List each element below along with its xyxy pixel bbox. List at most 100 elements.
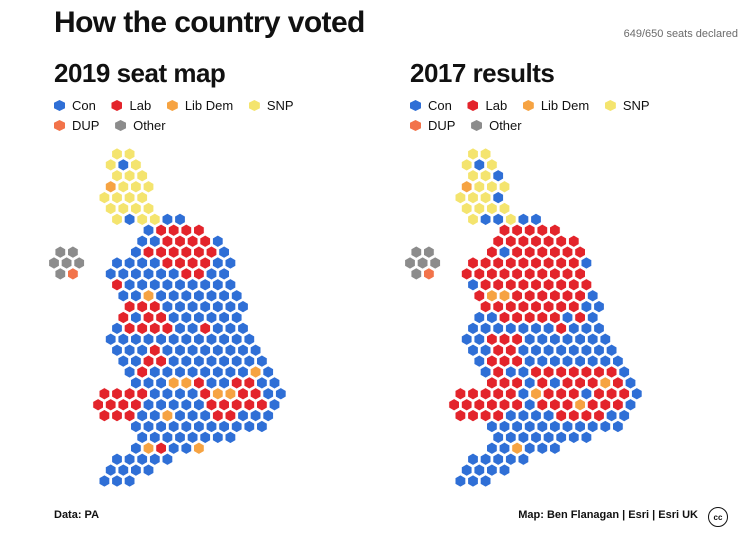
constituency-hex <box>124 365 136 379</box>
constituency-hex <box>180 311 192 324</box>
constituency-hex <box>612 354 624 368</box>
constituency-hex <box>555 387 567 401</box>
constituency-hex <box>562 354 573 368</box>
constituency-hex <box>524 441 536 455</box>
constituency-hex <box>517 365 529 379</box>
constituency-hex <box>467 474 479 488</box>
constituency-hex <box>461 398 473 412</box>
constituency-hex <box>206 332 217 346</box>
constituency-hex <box>568 256 580 270</box>
constituency-hex <box>499 398 510 412</box>
constituency-hex <box>480 278 492 292</box>
constituency-hex <box>180 441 192 455</box>
constituency-hex <box>136 278 148 292</box>
constituency-hex <box>461 202 473 215</box>
constituency-hex <box>505 322 517 335</box>
constituency-hex <box>180 332 192 346</box>
con-hex-icon <box>54 100 65 111</box>
constituency-hex <box>136 234 148 248</box>
panel-title-2017: 2017 results <box>410 58 555 88</box>
con-hex-icon <box>410 100 421 111</box>
constituency-hex <box>517 256 529 270</box>
constituency-hex <box>136 213 148 226</box>
constituency-hex <box>117 289 129 303</box>
legend-item-snp: SNP <box>604 96 650 115</box>
constituency-hex <box>193 398 205 412</box>
constituency-hex <box>149 387 161 401</box>
constituency-hex <box>149 365 161 379</box>
constituency-hex <box>593 365 605 379</box>
constituency-hex <box>256 420 268 433</box>
legend-label-other: Other <box>133 118 166 133</box>
constituency-hex <box>580 300 592 313</box>
constituency-hex <box>130 245 142 259</box>
constituency-hex <box>130 376 142 390</box>
constituency-hex <box>499 376 510 390</box>
constituency-hex <box>206 376 217 390</box>
constituency-hex <box>224 343 236 357</box>
constituency-hex <box>555 431 567 444</box>
constituency-hex <box>61 256 73 270</box>
constituency-hex <box>168 376 180 390</box>
constituency-hex <box>492 387 504 401</box>
constituency-hex <box>473 289 485 303</box>
constituency-hex <box>505 343 517 357</box>
constituency-hex <box>473 463 485 477</box>
constituency-hex <box>486 398 498 412</box>
constituency-hex <box>486 463 498 477</box>
constituency-hex <box>505 452 517 466</box>
constituency-hex <box>555 365 567 379</box>
constituency-hex <box>111 409 123 422</box>
constituency-hex <box>524 354 536 368</box>
constituency-hex <box>174 365 186 379</box>
constituency-hex <box>618 387 630 401</box>
constituency-hex <box>587 332 599 346</box>
constituency-hex <box>511 223 523 237</box>
constituency-hex <box>606 343 618 357</box>
constituency-hex <box>536 354 548 368</box>
constituency-hex <box>218 398 230 412</box>
constituency-hex <box>480 387 492 401</box>
constituency-hex <box>543 409 555 422</box>
constituency-hex <box>499 441 510 455</box>
constituency-hex <box>199 300 211 313</box>
constituency-hex <box>467 148 479 161</box>
constituency-hex <box>612 376 624 390</box>
constituency-hex <box>549 420 561 433</box>
constituency-hex <box>98 191 110 204</box>
constituency-hex <box>486 202 498 215</box>
constituency-hex <box>530 300 542 313</box>
constituency-hex <box>505 387 517 401</box>
constituency-hex <box>180 245 192 259</box>
dup-hex-icon <box>410 120 421 131</box>
constituency-hex <box>492 169 504 183</box>
constituency-hex <box>124 256 136 270</box>
constituency-hex <box>269 376 280 390</box>
constituency-hex <box>568 343 580 357</box>
constituency-hex <box>543 365 555 379</box>
constituency-hex <box>524 289 536 303</box>
constituency-hex <box>262 387 274 401</box>
constituency-hex <box>124 474 136 488</box>
constituency-hex <box>574 289 586 303</box>
constituency-hex <box>580 387 592 401</box>
map-panel-2019: 2019 seat map Con Lab Lib Dem SNP DUP Ot… <box>48 56 384 506</box>
constituency-hex <box>180 267 192 281</box>
constituency-hex <box>580 365 592 379</box>
legend-item-con: Con <box>54 96 96 115</box>
constituency-hex <box>262 365 274 379</box>
constituency-hex <box>486 245 498 259</box>
constituency-hex <box>517 409 529 422</box>
constituency-hex <box>568 234 580 248</box>
constituency-hex <box>505 278 517 292</box>
constituency-hex <box>250 409 262 422</box>
constituency-hex <box>530 343 542 357</box>
constituency-hex <box>199 409 211 422</box>
legend-label-lab: Lab <box>129 98 152 113</box>
constituency-hex <box>193 354 205 368</box>
constituency-hex <box>149 256 161 270</box>
constituency-hex <box>111 343 123 357</box>
constituency-hex <box>212 409 224 422</box>
constituency-hex <box>574 420 586 433</box>
constituency-hex <box>417 256 429 270</box>
